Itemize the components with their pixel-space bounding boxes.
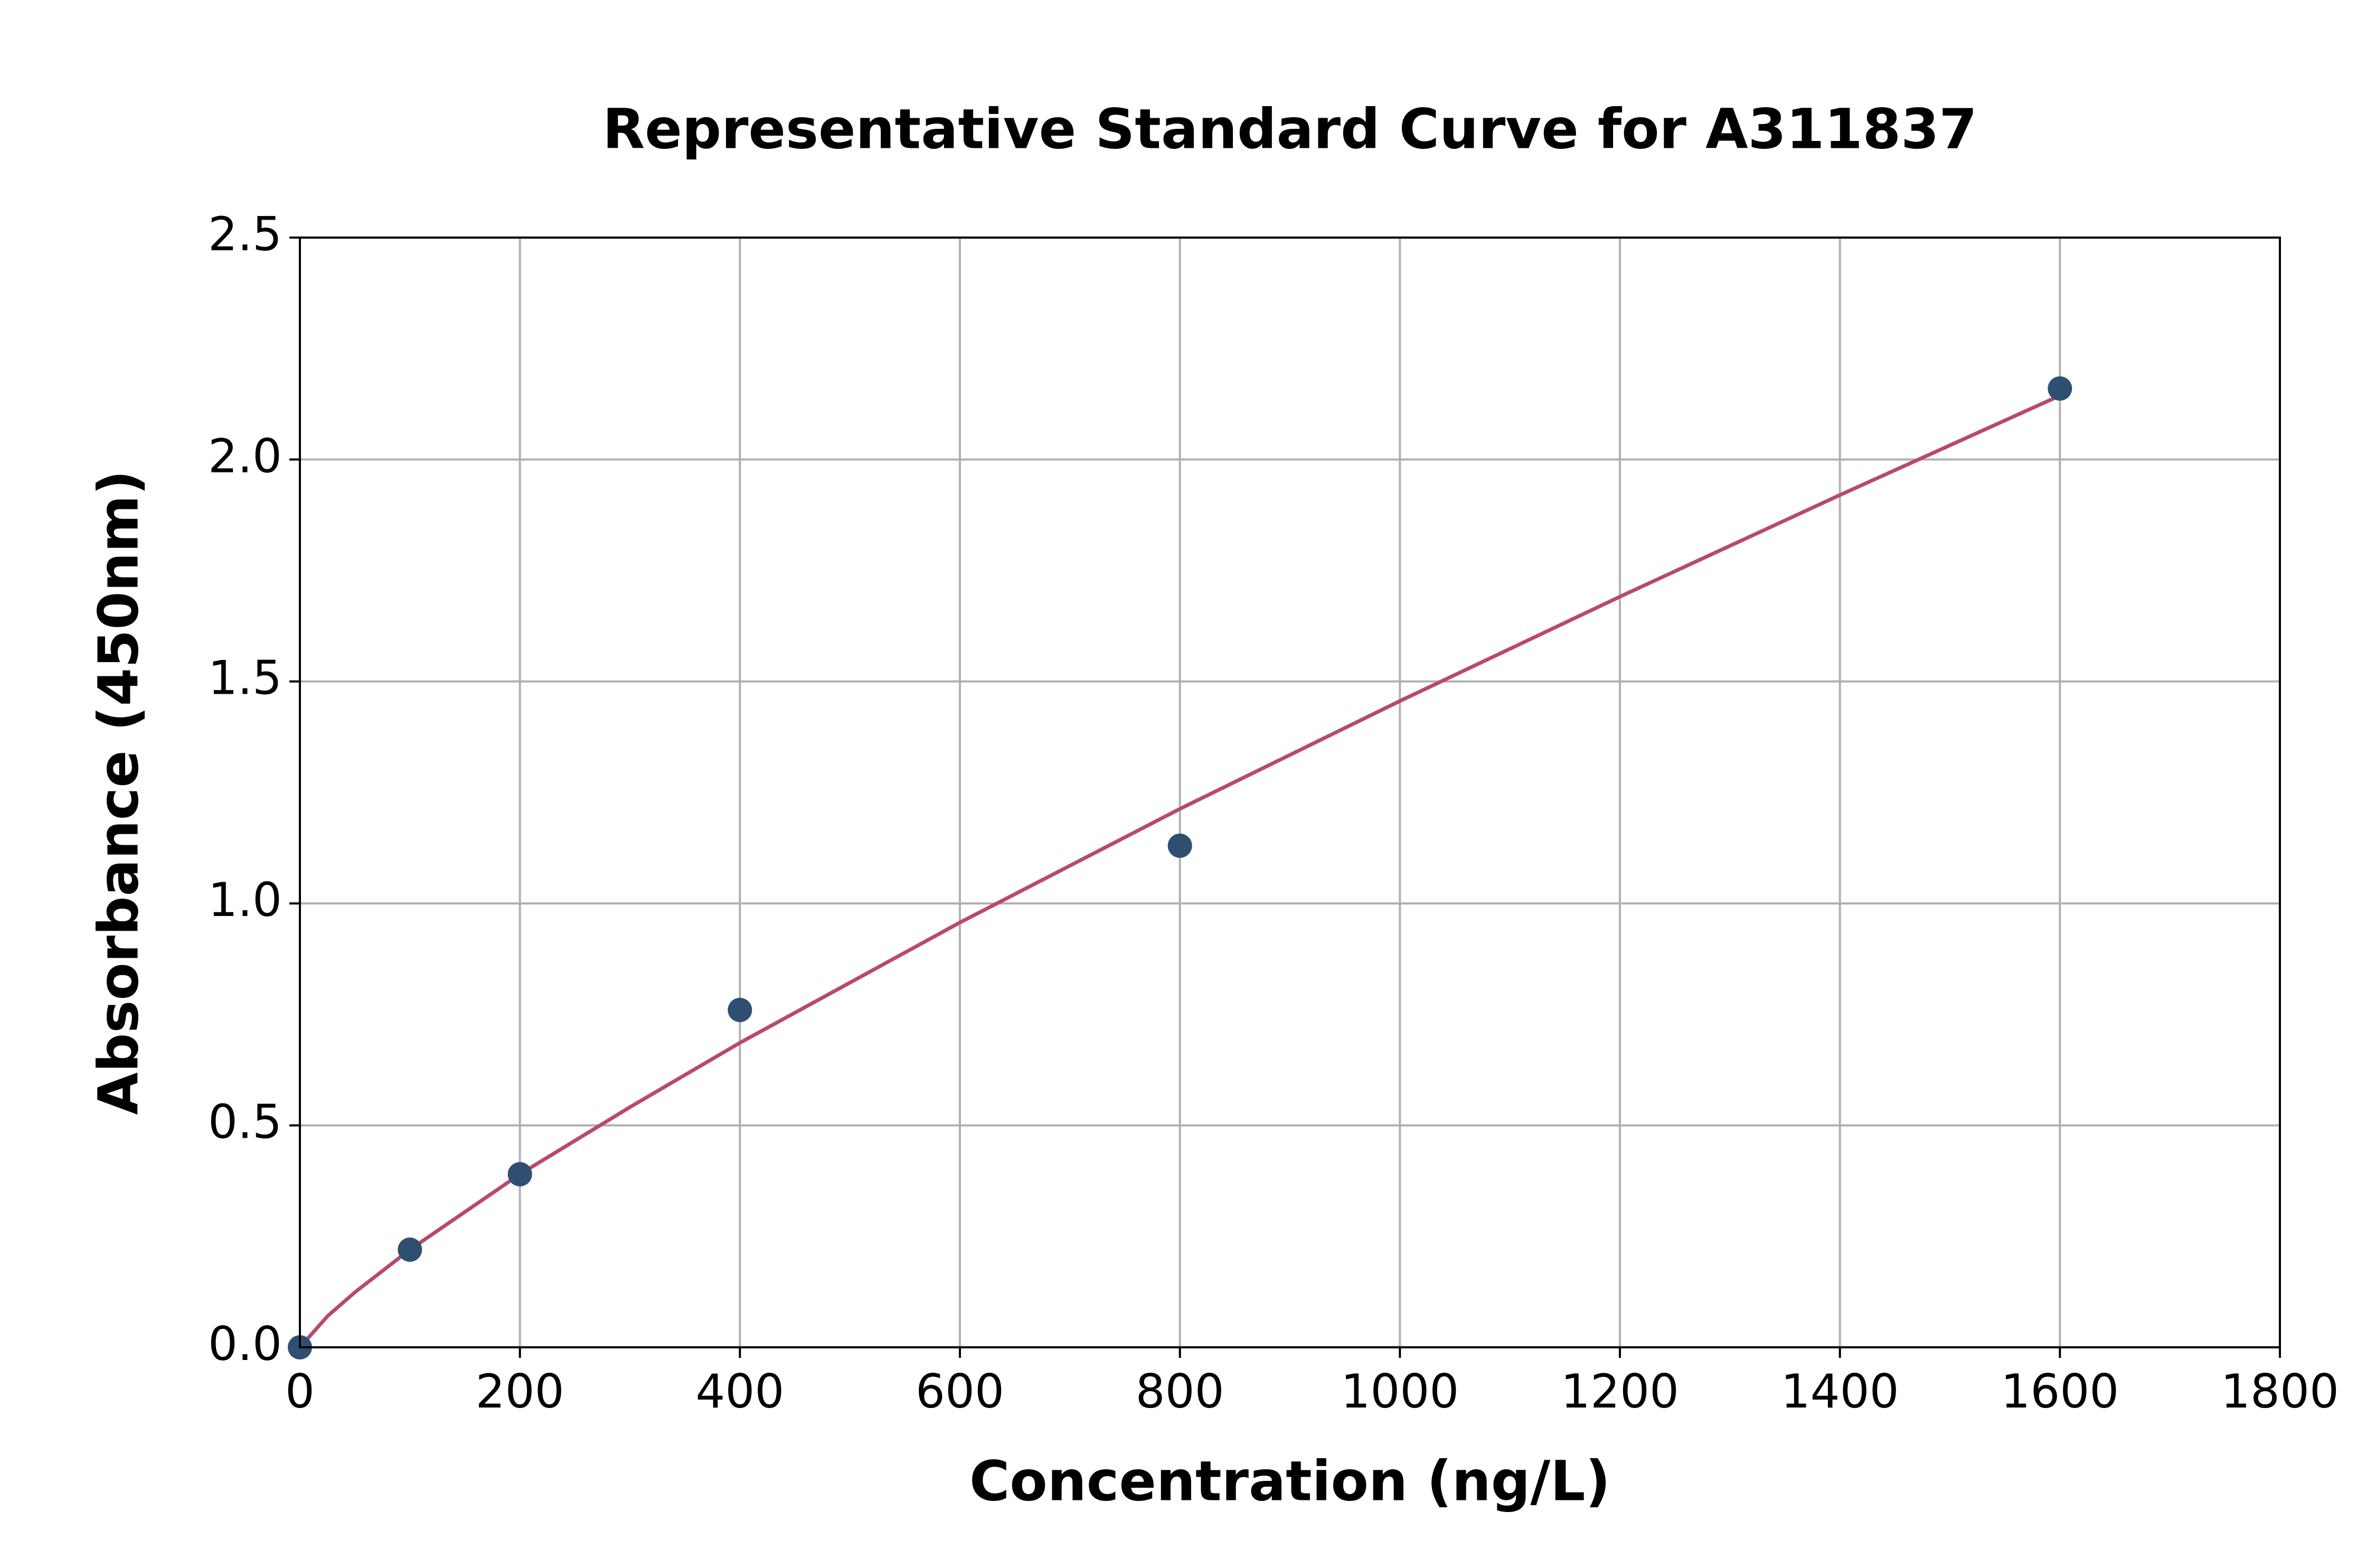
x-tick-label: 1000 bbox=[1341, 1364, 1459, 1419]
x-tick-label: 1400 bbox=[1781, 1364, 1899, 1419]
x-tick-label: 1200 bbox=[1561, 1364, 1679, 1419]
y-tick-label: 1.0 bbox=[208, 873, 282, 927]
x-tick-label: 0 bbox=[285, 1364, 315, 1419]
y-axis-label: Absorbance (450nm) bbox=[86, 470, 150, 1114]
data-point bbox=[2048, 376, 2072, 401]
x-tick-label: 600 bbox=[916, 1364, 1004, 1419]
data-point bbox=[1167, 833, 1192, 858]
data-point bbox=[728, 997, 752, 1022]
x-tick-label: 400 bbox=[695, 1364, 784, 1419]
y-tick-label: 2.5 bbox=[208, 207, 282, 261]
x-tick-label: 800 bbox=[1136, 1364, 1224, 1419]
x-axis-label: Concentration (ng/L) bbox=[969, 1449, 1610, 1513]
x-tick-label: 200 bbox=[476, 1364, 564, 1419]
y-tick-label: 0.0 bbox=[208, 1317, 282, 1371]
fit-curve bbox=[298, 394, 2061, 1349]
chart-title: Representative Standard Curve for A31183… bbox=[602, 97, 1977, 161]
y-tick-label: 2.0 bbox=[208, 429, 282, 483]
data-point bbox=[398, 1238, 422, 1262]
y-tick-label: 0.5 bbox=[208, 1095, 282, 1149]
x-tick-label: 1600 bbox=[2001, 1364, 2119, 1419]
x-tick-label: 1800 bbox=[2221, 1364, 2339, 1419]
y-tick-label: 1.5 bbox=[208, 651, 282, 705]
data-point bbox=[507, 1162, 532, 1187]
plot-frame bbox=[299, 237, 2281, 1348]
